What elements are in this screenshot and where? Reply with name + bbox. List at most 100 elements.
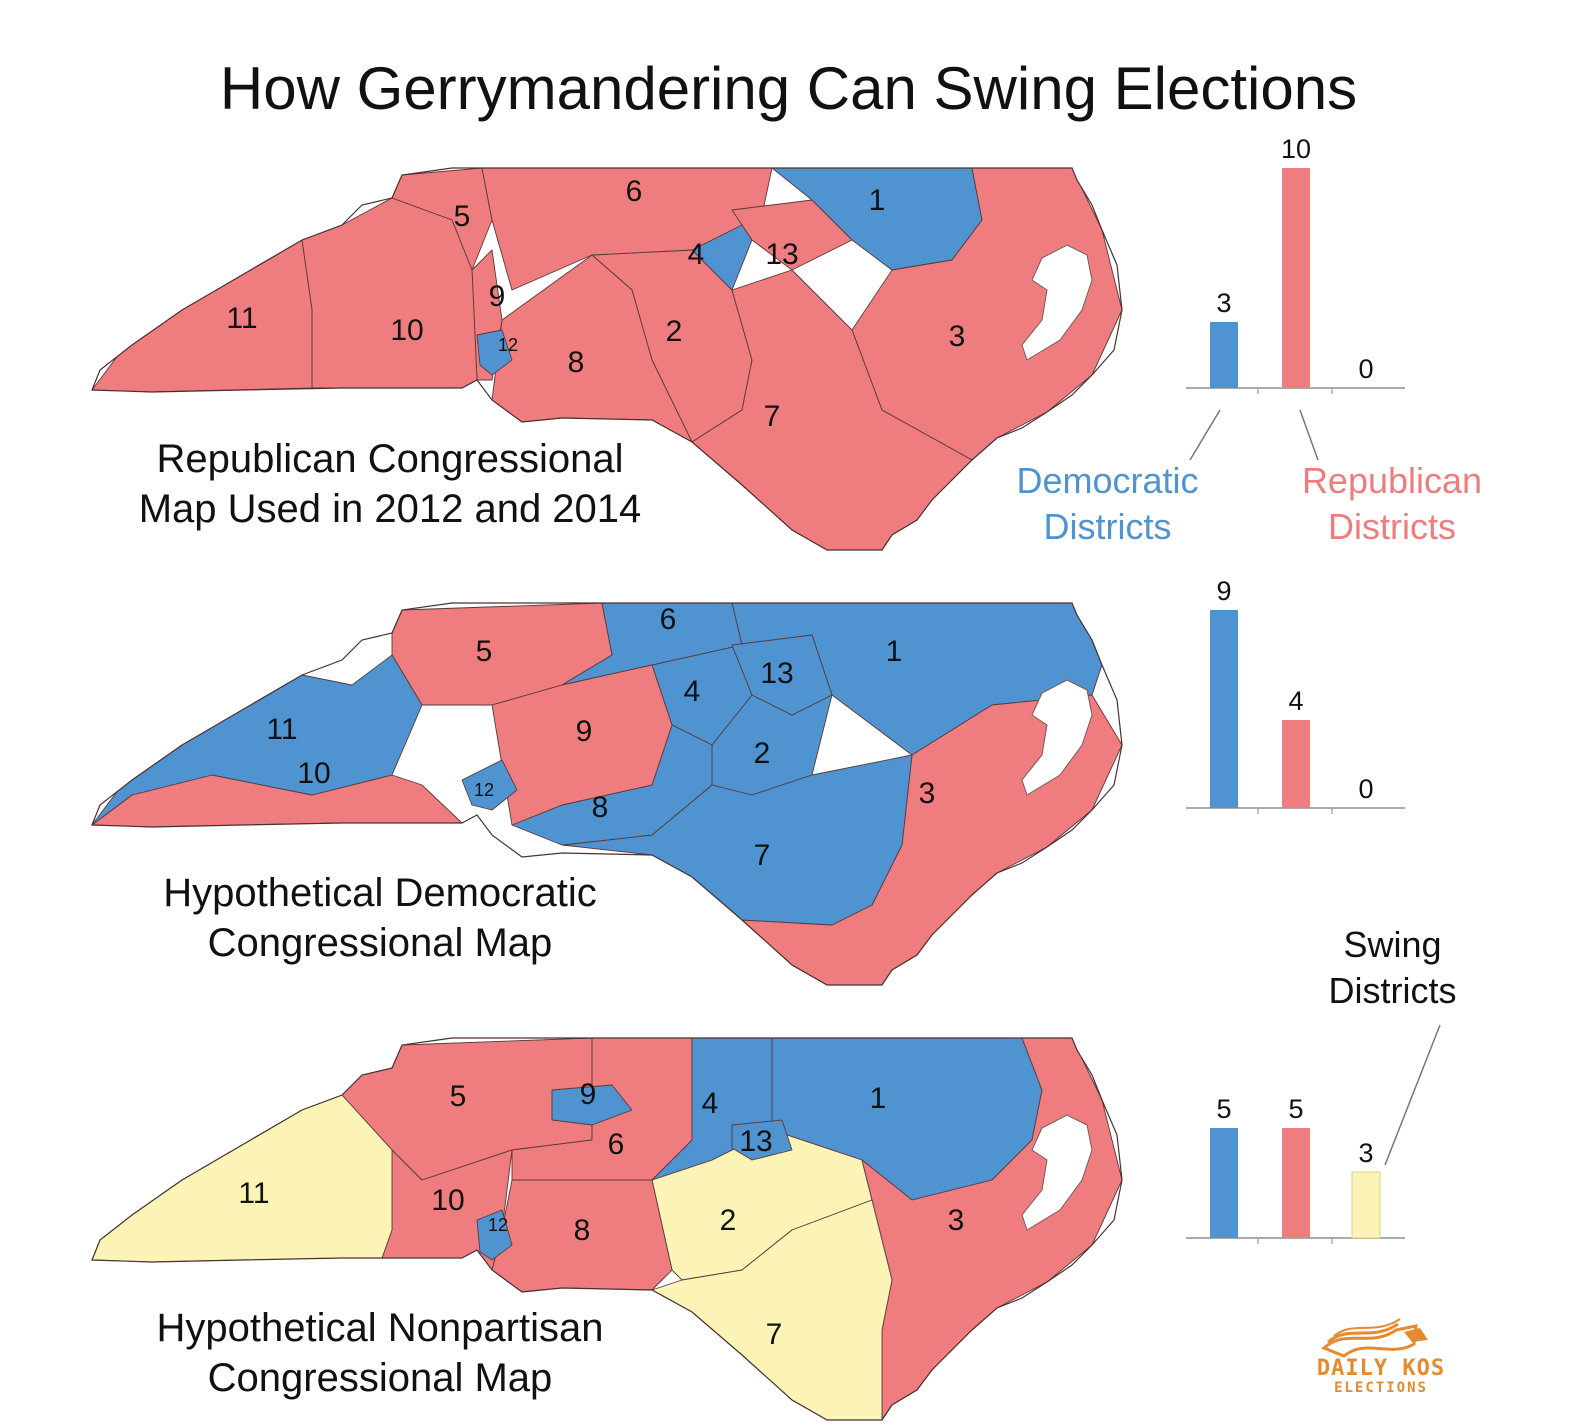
district-label-12: 12: [498, 335, 518, 355]
district-label-8: 8: [574, 1214, 591, 1247]
district-6: [481, 168, 773, 291]
district-label-7: 7: [764, 400, 781, 433]
state-outline: [91, 602, 1123, 986]
bar-republican: [1282, 1128, 1310, 1238]
district-label-4: 4: [684, 675, 701, 708]
district-7: [691, 269, 973, 550]
legend-republican: Republican Districts: [1282, 458, 1502, 550]
district-label-5: 5: [476, 635, 493, 668]
flag-icon: [1321, 1318, 1428, 1358]
district-label-7: 7: [754, 839, 771, 872]
district-12: [476, 329, 513, 376]
district-label-6: 6: [660, 603, 677, 636]
bar-democratic: [1210, 1128, 1238, 1238]
pamlico-sound: [1021, 679, 1093, 796]
district-label-9: 9: [580, 1078, 597, 1111]
district-10: [301, 197, 478, 389]
caption-line: Hypothetical Democratic: [163, 871, 597, 915]
pamlico-sound: [1021, 244, 1093, 361]
bar-value-republican: 10: [1281, 134, 1311, 164]
legend-line: Republican: [1301, 460, 1483, 501]
bar-value-democratic: 5: [1216, 1094, 1231, 1124]
district-label-10: 10: [297, 757, 330, 790]
state-outline: [91, 167, 1123, 551]
bar-democratic: [1210, 322, 1238, 388]
district-label-13: 13: [739, 1125, 772, 1158]
district-label-7: 7: [766, 1318, 783, 1351]
legend-leader-lines: [1189, 409, 1441, 1166]
district-label-9: 9: [489, 280, 506, 313]
district-label-12: 12: [488, 1215, 508, 1235]
legend-line: Districts: [1328, 506, 1456, 547]
district-9: [491, 664, 673, 826]
district-label-5: 5: [450, 1080, 467, 1113]
district-label-11: 11: [226, 302, 257, 335]
state-outline: [91, 1037, 1123, 1421]
district-label-3: 3: [919, 777, 936, 810]
legend-swing: Swing Districts: [1300, 922, 1485, 1014]
logo-line-1: DAILY KOS: [1316, 1356, 1446, 1381]
district-label-11: 11: [238, 1177, 269, 1210]
legend-line: Democratic: [1016, 460, 1199, 501]
district-9: [551, 1084, 633, 1126]
district-11: [92, 239, 313, 393]
bar-value-republican: 5: [1288, 1094, 1303, 1124]
legend-line: Districts: [1043, 506, 1172, 547]
district-label-8: 8: [592, 791, 609, 824]
district-label-9: 9: [576, 715, 593, 748]
district-label-8: 8: [568, 346, 585, 379]
bar-republican: [1282, 720, 1310, 808]
district-12: [476, 1209, 513, 1261]
district-label-5: 5: [454, 200, 471, 233]
map-caption-democratic: Hypothetical Democratic Congressional Ma…: [80, 868, 680, 968]
caption-line: Republican Congressional: [156, 437, 624, 481]
district-label-1: 1: [886, 635, 903, 668]
caption-line: Hypothetical Nonpartisan: [156, 1306, 604, 1350]
legend-line: Districts: [1328, 970, 1457, 1011]
district-label-4: 4: [688, 238, 705, 271]
bar-charts: 3 10 0 9 4 0 5 5 3: [1186, 134, 1405, 1244]
district-label-2: 2: [666, 315, 683, 348]
bar-value-swing: 0: [1358, 354, 1373, 384]
district-13: [731, 634, 833, 716]
pamlico-sound: [1021, 1114, 1093, 1231]
district-label-3: 3: [949, 320, 966, 353]
district-label-11: 11: [266, 713, 297, 746]
district-label-13: 13: [760, 657, 793, 690]
district-label-1: 1: [869, 184, 886, 217]
caption-line: Congressional Map: [207, 1356, 553, 1400]
district-label-3: 3: [948, 1204, 965, 1237]
caption-line: Congressional Map: [207, 921, 553, 965]
district-label-6: 6: [626, 175, 643, 208]
district-12: [461, 759, 518, 811]
caption-line: Map Used in 2012 and 2014: [138, 487, 642, 531]
bar-value-democratic: 3: [1216, 288, 1231, 318]
bar-democratic: [1210, 610, 1238, 808]
district-label-13: 13: [765, 238, 798, 271]
bar-value-republican: 4: [1288, 686, 1303, 716]
district-label-1: 1: [870, 1082, 887, 1115]
bar-value-swing: 3: [1358, 1138, 1373, 1168]
daily-kos-logo: DAILY KOS ELECTIONS: [1316, 1318, 1446, 1398]
bar-republican: [1282, 168, 1310, 388]
district-label-6: 6: [608, 1128, 625, 1161]
map-caption-nonpartisan: Hypothetical Nonpartisan Congressional M…: [80, 1303, 680, 1403]
legend-line: Swing: [1343, 924, 1442, 965]
page-title: How Gerrymandering Can Swing Elections: [219, 55, 1358, 122]
district-label-10: 10: [431, 1184, 464, 1217]
bar-value-swing: 0: [1358, 774, 1373, 804]
bar-value-democratic: 9: [1216, 576, 1231, 606]
district-label-12: 12: [474, 780, 494, 800]
logo-line-2: ELECTIONS: [1334, 1380, 1428, 1396]
district-label-4: 4: [702, 1087, 719, 1120]
district-label-2: 2: [720, 1204, 737, 1237]
district-13: [731, 199, 853, 271]
district-label-10: 10: [390, 314, 423, 347]
district-13: [731, 1119, 793, 1161]
bar-swing: [1351, 1171, 1381, 1239]
map-caption-republican: Republican Congressional Map Used in 201…: [80, 434, 700, 534]
legend-democratic: Democratic Districts: [1000, 458, 1215, 550]
